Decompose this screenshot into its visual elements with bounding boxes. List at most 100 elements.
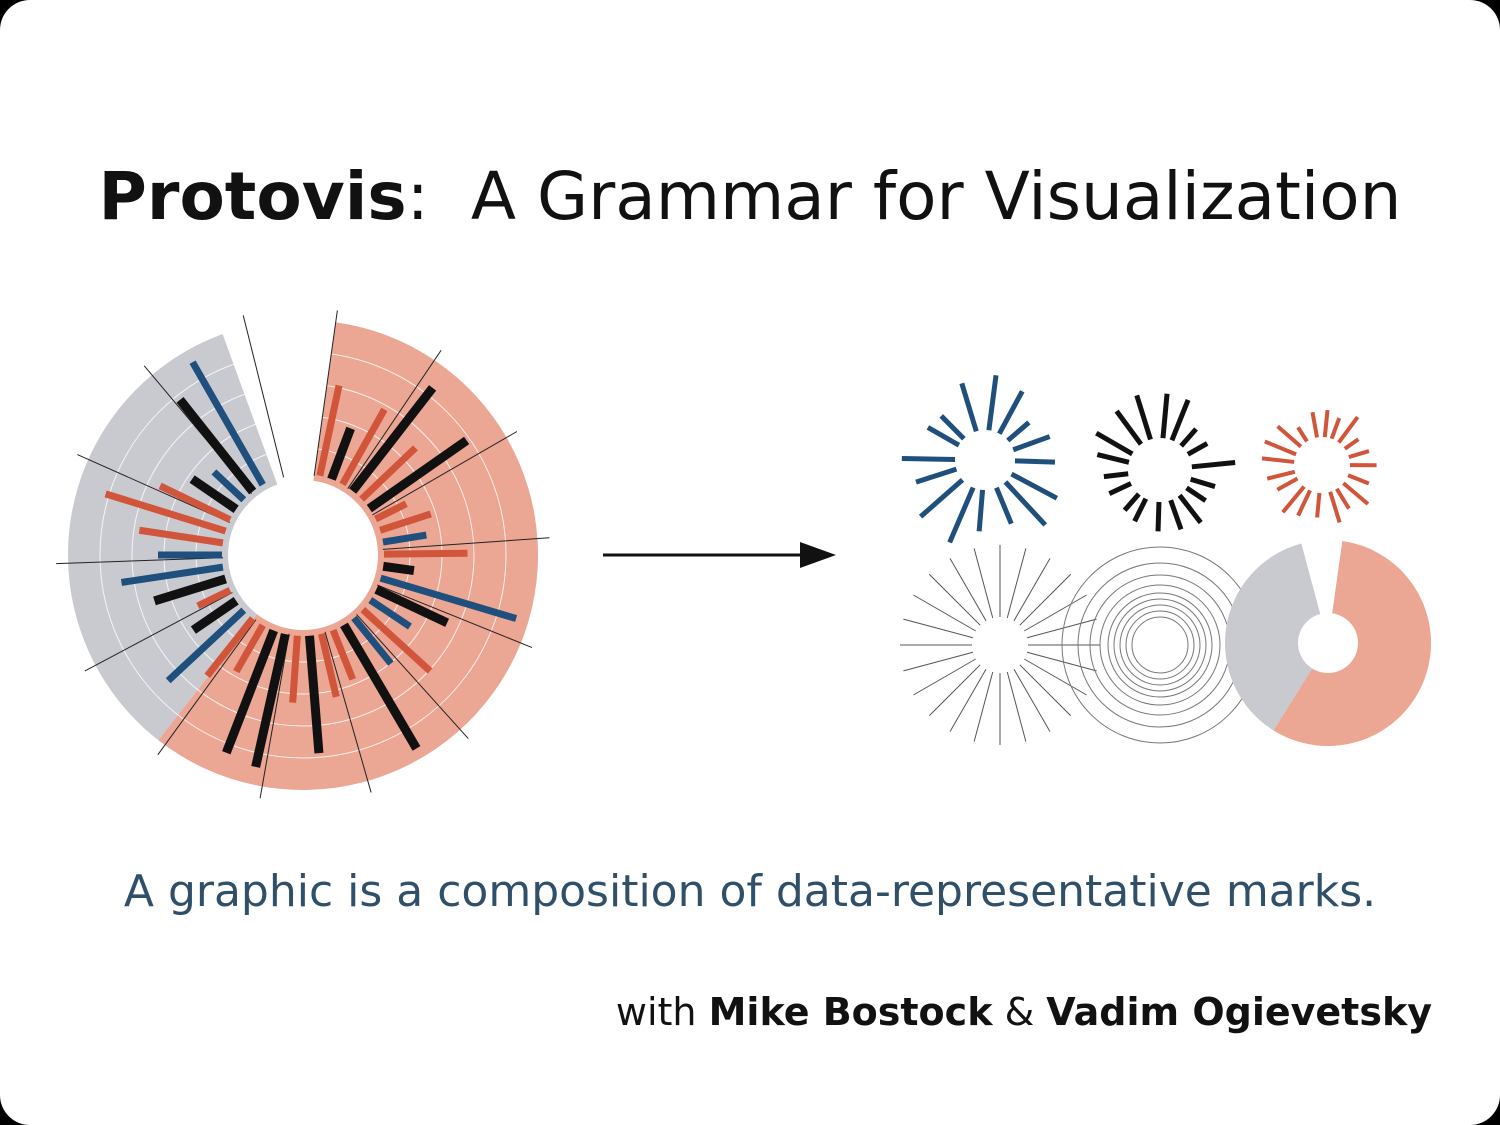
radial-bar [120, 563, 224, 586]
donut-salmon [1273, 541, 1432, 747]
rule-line [1006, 671, 1027, 742]
ring [1099, 584, 1221, 706]
rule-line [1026, 651, 1097, 672]
ring [1131, 616, 1189, 674]
burst-bar [1337, 415, 1360, 444]
burst-bar [1014, 458, 1056, 465]
burst-bar [1310, 411, 1320, 438]
ring [1089, 574, 1231, 716]
radial-bar [383, 549, 468, 558]
ring [1119, 604, 1201, 686]
spoke [242, 315, 285, 478]
radial-bar [289, 635, 301, 703]
grid-ring [99, 351, 507, 759]
burst-bar [1329, 417, 1342, 440]
radial-bar [340, 622, 421, 751]
burst-bar [1010, 471, 1058, 501]
credits: with Mike Bostock & Vadim Ogievetsky [616, 990, 1432, 1034]
burst-bar [1185, 485, 1207, 503]
author-2: Vadim Ogievetsky [1046, 990, 1432, 1034]
rule-line [1019, 664, 1072, 717]
rule-line [1023, 658, 1087, 696]
radial-bar [189, 475, 239, 513]
burst-bar [1012, 434, 1051, 453]
burst-bar [1122, 492, 1141, 512]
burst-bar [915, 466, 958, 485]
radial-bar [153, 574, 227, 606]
radial-bar [382, 531, 427, 546]
radial-bar [351, 615, 394, 666]
burst-bar [1132, 497, 1149, 523]
navy-burst [901, 374, 1058, 544]
ring [1077, 562, 1243, 728]
burst-bar [1114, 409, 1144, 446]
burst-bar [1328, 491, 1342, 524]
burst-bar [1186, 441, 1209, 457]
rule-line [1013, 668, 1051, 732]
rule-line [1019, 573, 1072, 626]
radial-bar [374, 585, 450, 627]
rule-line [1006, 548, 1027, 619]
spoke [356, 614, 469, 739]
burst-bar [901, 456, 956, 462]
burst-bar [939, 414, 966, 441]
burst-bar [1322, 409, 1330, 438]
spoke [382, 537, 550, 550]
burst-bar [1347, 473, 1370, 486]
burst-bar [1348, 449, 1370, 459]
rule-line [1026, 618, 1097, 639]
ring [1107, 592, 1213, 698]
burst-bar [986, 374, 999, 431]
burst-bar [1315, 492, 1322, 518]
black-burst [1095, 393, 1236, 532]
burst-bar [918, 477, 965, 519]
radial-bar [360, 607, 433, 674]
burst-bar [1281, 485, 1306, 514]
rule-line [949, 668, 987, 732]
radial-bar [190, 597, 239, 634]
burst-bar [1134, 394, 1153, 441]
spoke [324, 631, 372, 793]
radial-bar [251, 633, 290, 768]
rule-line [928, 573, 981, 626]
spoke [376, 584, 533, 648]
radial-bar [305, 635, 324, 754]
decomposed-marks [900, 374, 1432, 747]
radial-bar [233, 623, 266, 674]
burst-bar [1261, 456, 1295, 464]
radial-bar [349, 385, 437, 494]
radial-bar [316, 384, 343, 477]
burst-bar [1343, 437, 1360, 451]
author-1: Mike Bostock [708, 990, 993, 1034]
slide-title: Protovis: A Grammar for Visualization [0, 158, 1500, 235]
radial-bar [158, 482, 232, 523]
burst-bar [1169, 398, 1191, 442]
burst-bar [1095, 430, 1134, 457]
burst-bar [1103, 471, 1129, 480]
radial-bar [329, 628, 356, 681]
credits-prefix: with [615, 990, 697, 1034]
burst-bar [1276, 424, 1303, 449]
rule-line [913, 658, 977, 696]
radial-bar [327, 426, 355, 481]
burst-bar [1003, 480, 1048, 527]
radial-bar [359, 445, 418, 502]
rule-line [903, 651, 974, 672]
burst-bar [1191, 460, 1236, 470]
burst-bar [926, 425, 961, 448]
radial-bar [379, 510, 432, 534]
donut-gray [1225, 543, 1321, 731]
burst-bar [1177, 493, 1203, 525]
ring [1113, 598, 1207, 692]
burst-bar [1276, 476, 1299, 492]
caption: A graphic is a composition of data-repre… [123, 866, 1377, 917]
spoke [313, 310, 338, 476]
radial-bar [138, 526, 224, 547]
radial-bar [379, 574, 518, 622]
radial-bar [368, 597, 412, 630]
burst-bar [1266, 469, 1296, 481]
radial-bar [373, 500, 408, 523]
burst-bar [1335, 487, 1351, 510]
grid-ring [131, 383, 475, 727]
